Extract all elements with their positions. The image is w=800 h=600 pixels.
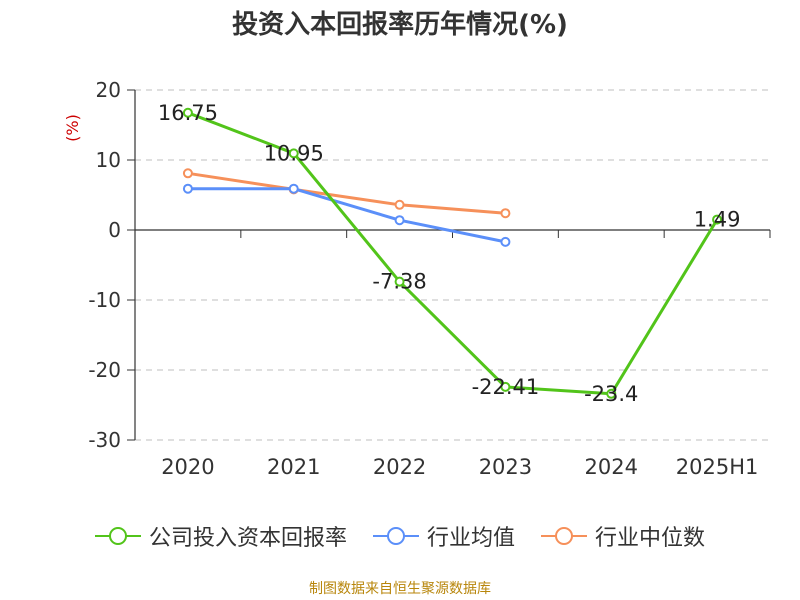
data-point bbox=[182, 183, 193, 194]
legend-label-industry-median: 行业中位数 bbox=[595, 526, 706, 551]
data-point bbox=[288, 183, 299, 194]
y-tick-label: -10 bbox=[88, 288, 121, 312]
data-point bbox=[500, 381, 511, 392]
data-point bbox=[606, 388, 617, 399]
x-tick-label: 2024 bbox=[585, 455, 638, 479]
y-axis-label: (%) bbox=[63, 114, 82, 142]
y-tick-label: 10 bbox=[96, 148, 121, 172]
data-point bbox=[500, 208, 511, 219]
legend-label-industry-mean: 行业均值 bbox=[426, 526, 515, 551]
data-point bbox=[288, 148, 299, 159]
data-label: -7.38 bbox=[372, 270, 426, 294]
legend-item-industry-mean[interactable]: 行业均值 bbox=[372, 520, 515, 552]
chart-title: 投资入本回报率历年情况(%) bbox=[232, 10, 568, 40]
y-tick-label: 0 bbox=[108, 218, 121, 242]
x-tick-label: 2022 bbox=[373, 455, 426, 479]
x-tick-label: 2023 bbox=[479, 455, 532, 479]
y-tick-label: 20 bbox=[96, 78, 121, 102]
data-point bbox=[394, 215, 405, 226]
data-point bbox=[712, 214, 723, 225]
data-label: 10.95 bbox=[264, 141, 324, 165]
legend: 公司投入资本回报率 行业均值 行业中位数 bbox=[0, 520, 800, 552]
data-label: -22.41 bbox=[472, 375, 540, 399]
data-point bbox=[500, 236, 511, 247]
legend-item-company[interactable]: 公司投入资本回报率 bbox=[94, 520, 347, 552]
x-tick-label: 2021 bbox=[267, 455, 320, 479]
data-label: 16.75 bbox=[158, 101, 218, 125]
data-point bbox=[394, 199, 405, 210]
legend-item-industry-median[interactable]: 行业中位数 bbox=[541, 520, 705, 552]
series-line-0 bbox=[187, 111, 719, 396]
data-point bbox=[182, 107, 193, 118]
source-note: 制图数据来自恒生聚源数据库 bbox=[309, 581, 491, 597]
x-tick-label: 2020 bbox=[161, 455, 214, 479]
legend-marker-industry-median bbox=[541, 527, 587, 545]
data-point bbox=[182, 168, 193, 179]
data-point bbox=[394, 276, 405, 287]
series-line-2 bbox=[187, 171, 506, 215]
legend-marker-industry-mean bbox=[372, 527, 419, 545]
y-tick-label: -20 bbox=[88, 358, 121, 382]
data-label: 1.49 bbox=[694, 208, 741, 232]
legend-label-company: 公司投入资本回报率 bbox=[148, 526, 347, 551]
y-tick-label: -30 bbox=[88, 428, 121, 452]
series-line-1 bbox=[187, 187, 506, 244]
data-label: -23.4 bbox=[584, 382, 638, 406]
x-tick-label: 2025H1 bbox=[676, 455, 759, 479]
legend-marker-company bbox=[94, 527, 141, 545]
